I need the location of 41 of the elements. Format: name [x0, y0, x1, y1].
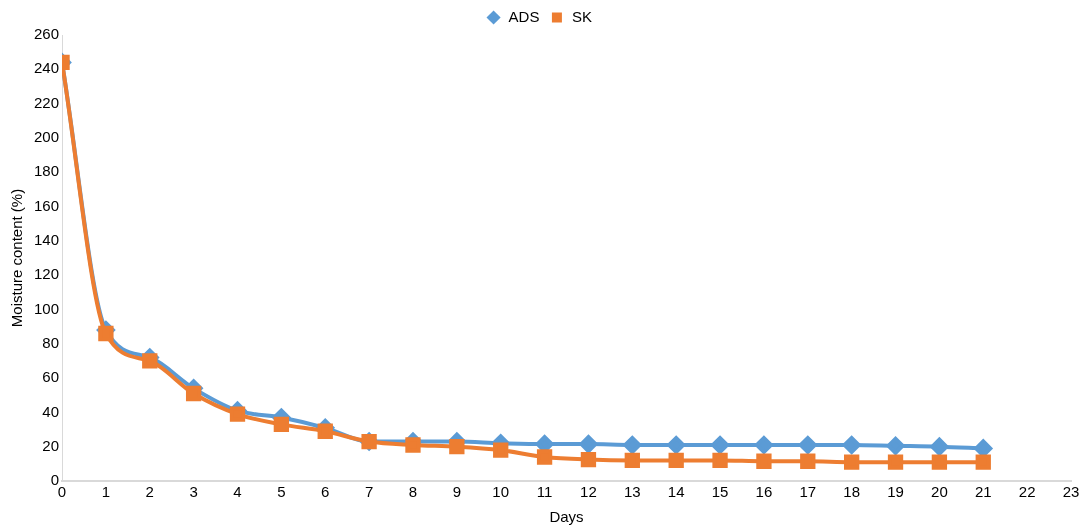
y-tick-label: 240	[34, 59, 60, 77]
x-tick-label: 9	[452, 483, 462, 501]
x-tick-label: 20	[931, 483, 948, 501]
x-tick-label: 14	[667, 483, 685, 501]
x-tick-label: 6	[321, 483, 330, 501]
x-tick-label: 19	[887, 483, 904, 501]
legend-label: SK	[571, 7, 592, 25]
x-tick-label: 21	[974, 483, 992, 501]
x-tick-label: 3	[189, 483, 198, 501]
x-tick-label: 22	[1018, 483, 1036, 501]
y-tick-label: 200	[34, 128, 60, 146]
y-tick-label: 160	[34, 196, 60, 214]
y-tick-label: 120	[34, 265, 60, 283]
x-tick-label: 1	[101, 483, 111, 501]
x-tick-label: 5	[277, 483, 286, 501]
y-tick-label: 180	[34, 162, 60, 180]
y-axis-title: Moisture content (%)	[8, 188, 26, 328]
x-tick-label: 12	[580, 483, 597, 501]
y-tick-label: 40	[42, 402, 60, 420]
y-tick-label: 140	[34, 230, 60, 248]
y-tick-label: 60	[42, 368, 60, 386]
x-tick-label: 11	[536, 483, 553, 501]
y-tick-label: 0	[50, 471, 60, 489]
x-axis-title: Days	[549, 508, 584, 526]
x-tick-label: 8	[408, 483, 418, 501]
y-tick-label: 220	[34, 93, 60, 111]
legend-label: ADS	[508, 7, 540, 25]
x-tick-label: 15	[711, 483, 729, 501]
x-tick-label: 18	[843, 483, 860, 501]
y-tick-label: 80	[42, 333, 60, 351]
x-tick-label: 4	[233, 483, 242, 501]
x-tick-label: 16	[755, 483, 773, 501]
y-tick-label: 20	[42, 436, 60, 454]
x-tick-label: 17	[799, 483, 817, 501]
y-tick-label: 260	[34, 25, 60, 43]
x-tick-label: 10	[492, 483, 510, 501]
y-tick-label: 100	[34, 299, 60, 317]
x-tick-label: 2	[145, 483, 154, 501]
x-tick-label: 7	[364, 483, 374, 501]
x-tick-label: 13	[623, 483, 641, 501]
x-tick-label: 23	[1062, 483, 1080, 501]
